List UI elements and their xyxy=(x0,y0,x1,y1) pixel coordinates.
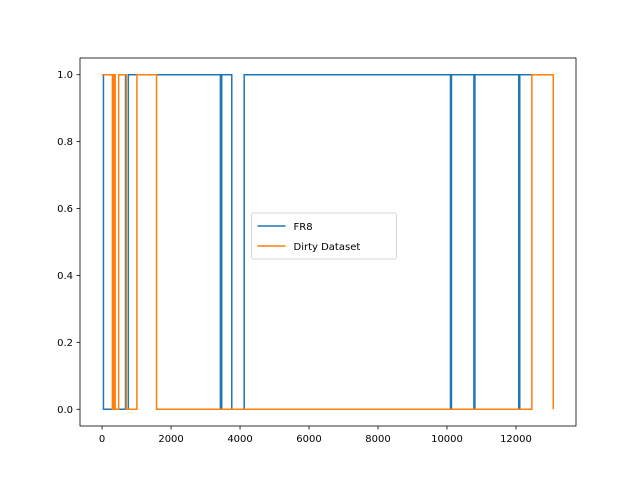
x-tick-label: 8000 xyxy=(365,434,390,445)
legend-box xyxy=(251,212,397,260)
series-line-2 xyxy=(102,73,554,411)
y-tick-label: 1.0 xyxy=(57,70,73,81)
y-tick-label: 0.8 xyxy=(57,137,73,148)
x-tick-label: 6000 xyxy=(296,434,321,445)
y-tick-label: 0.2 xyxy=(57,338,73,349)
x-tick-label: 0 xyxy=(99,434,105,445)
x-axis: 0 2000 4000 6000 8000 10000 12000 xyxy=(99,426,532,445)
x-tick-label: 10000 xyxy=(431,434,463,445)
axes-frame xyxy=(79,57,577,427)
legend-label-1: FR8 xyxy=(294,222,313,233)
legend: FR8 Dirty Dataset xyxy=(251,212,397,260)
legend-label-2: Dirty Dataset xyxy=(294,242,361,253)
series-layer xyxy=(102,73,554,411)
x-tick-label: 12000 xyxy=(500,434,532,445)
y-tick-label: 0.4 xyxy=(57,271,73,282)
x-tick-label: 2000 xyxy=(158,434,183,445)
x-tick-label: 4000 xyxy=(227,434,252,445)
y-tick-label: 0.6 xyxy=(57,204,73,215)
y-tick-label: 0.0 xyxy=(57,405,73,416)
y-axis: 0.0 0.2 0.4 0.6 0.8 1.0 xyxy=(57,70,80,416)
